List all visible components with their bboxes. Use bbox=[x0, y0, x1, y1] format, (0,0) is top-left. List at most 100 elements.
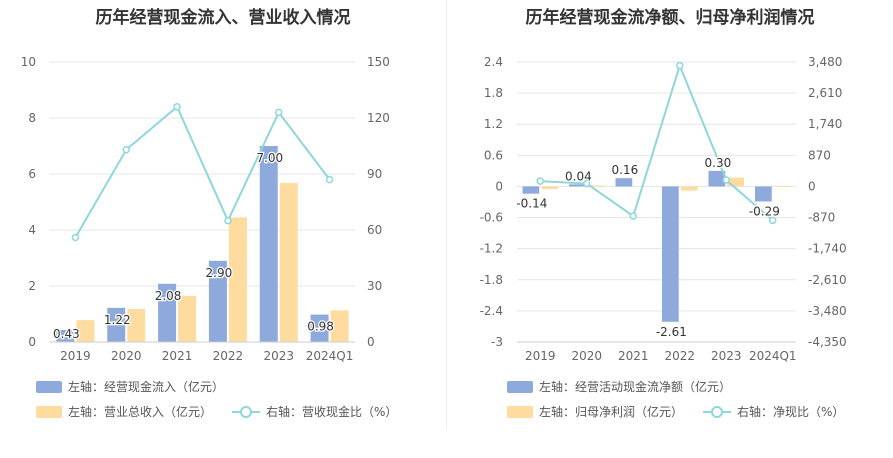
legend-item-net-profit[interactable]: 左轴：归母净利润（亿元） bbox=[507, 403, 683, 420]
y-left-tick-label: 2 bbox=[28, 279, 36, 293]
y-right-tick-label: 150 bbox=[367, 55, 390, 69]
x-tick-label: 2021 bbox=[162, 349, 193, 363]
x-tick-label: 2024Q1 bbox=[306, 349, 354, 363]
y-right-tick-label: -4,350 bbox=[808, 335, 847, 349]
ratio-line-point bbox=[173, 103, 181, 111]
bar-data-label: -2.61 bbox=[656, 325, 687, 339]
y-right-tick-label: -870 bbox=[808, 211, 835, 225]
legend-label-revenue-cash-ratio: 右轴：营收现金比（%） bbox=[266, 405, 398, 419]
bar-secondary bbox=[680, 186, 698, 191]
y-right-tick-label: 60 bbox=[367, 223, 382, 237]
ratio-line bbox=[74, 105, 331, 238]
bar-secondary bbox=[228, 217, 247, 342]
y-right-tick-label: -2,610 bbox=[808, 273, 847, 287]
ratio-line-point bbox=[583, 179, 591, 188]
ratio-line-point bbox=[536, 177, 544, 185]
legend-item-net-cash-flow[interactable]: 左轴：经营活动现金流净额（亿元） bbox=[507, 378, 731, 395]
right-chart-panel: 历年经营现金流净额、归母净利润情况 -3 -4,350 -2.4 -3,480 -1.8… bbox=[447, 0, 893, 458]
ratio-line-point bbox=[224, 216, 232, 225]
bar-data-label: 7.00 bbox=[256, 151, 283, 165]
y-left-tick-label: -2.4 bbox=[480, 304, 503, 318]
legend-swatch-orange bbox=[507, 405, 533, 418]
bar-secondary bbox=[279, 182, 298, 342]
right-chart-svg: -3 -4,350 -2.4 -3,480 -1.8 -2,610 -1.2 -1,740 -0… bbox=[480, 55, 847, 363]
bar-secondary bbox=[178, 295, 197, 342]
x-tick-label: 2022 bbox=[664, 349, 695, 363]
bar-secondary bbox=[587, 185, 605, 187]
bar-data-label: 0.43 bbox=[53, 327, 80, 341]
legend-label-cash-inflow: 左轴：经营现金流入（亿元） bbox=[68, 380, 225, 394]
y-left-tick-label: -1.8 bbox=[480, 273, 503, 287]
bar-primary bbox=[615, 178, 633, 187]
legend-line-marker-icon bbox=[232, 405, 260, 418]
bar-primary bbox=[755, 186, 772, 202]
y-left-tick-label: -3 bbox=[491, 335, 503, 349]
bar-secondary bbox=[773, 185, 791, 187]
panel-divider bbox=[446, 0, 447, 430]
bar-primary bbox=[259, 146, 278, 342]
y-right-tick-label: -1,740 bbox=[808, 242, 847, 256]
bar-data-label: 1.22 bbox=[104, 313, 131, 327]
ratio-line-point bbox=[769, 216, 777, 225]
bar-secondary bbox=[330, 310, 349, 342]
x-tick-label: 2020 bbox=[571, 349, 602, 363]
bar-data-label: 0.16 bbox=[612, 163, 639, 177]
y-right-tick-label: 3,480 bbox=[808, 55, 842, 69]
y-left-tick-label: 10 bbox=[21, 55, 36, 69]
y-left-tick-label: -1.2 bbox=[480, 242, 503, 256]
bar-secondary bbox=[76, 320, 95, 342]
y-right-tick-label: 30 bbox=[367, 279, 382, 293]
bar-primary bbox=[569, 184, 586, 187]
bar-secondary bbox=[541, 186, 558, 190]
y-right-tick-label: 120 bbox=[367, 111, 390, 125]
legend-label-net-profit: 左轴：归母净利润（亿元） bbox=[539, 405, 684, 419]
legend-label-net-cash-ratio: 右轴：净现比（%） bbox=[737, 405, 845, 419]
x-tick-label: 2019 bbox=[60, 349, 91, 363]
legend-swatch-blue bbox=[36, 380, 62, 393]
x-tick-label: 2022 bbox=[213, 349, 244, 363]
y-right-tick-label: 870 bbox=[808, 148, 831, 162]
bar-primary bbox=[158, 283, 177, 342]
x-tick-label: 2020 bbox=[111, 349, 142, 363]
ratio-line-point bbox=[722, 176, 730, 184]
bar-data-label: 0.98 bbox=[307, 320, 334, 334]
y-right-tick-label: 1,740 bbox=[808, 117, 842, 131]
bar-data-label: 2.08 bbox=[155, 289, 182, 303]
y-right-tick-label: 0 bbox=[808, 179, 816, 193]
legend-label-net-cash-flow: 左轴：经营活动现金流净额（亿元） bbox=[539, 380, 732, 394]
bar-primary bbox=[522, 186, 540, 194]
bar-data-label: 2.90 bbox=[206, 266, 233, 280]
bar-primary bbox=[310, 314, 329, 342]
bar-primary bbox=[662, 186, 679, 322]
ratio-line-point bbox=[275, 108, 283, 117]
left-chart-title: 历年经营现金流入、营业收入情况 bbox=[95, 8, 351, 28]
x-tick-label: 2023 bbox=[263, 349, 294, 363]
left-chart-panel: 历年经营现金流入、营业收入情况 0 0 2 30 4 60 6 90 8 120 10 150 2019… bbox=[0, 0, 446, 458]
y-left-tick-label: 0 bbox=[495, 179, 503, 193]
bar-data-label: 0.30 bbox=[705, 156, 732, 170]
legend-line-marker-icon bbox=[703, 405, 731, 418]
ratio-line-point bbox=[629, 212, 637, 220]
bar-secondary bbox=[127, 308, 146, 342]
bar-data-label: -0.14 bbox=[516, 197, 547, 211]
y-right-tick-label: -3,480 bbox=[808, 304, 847, 318]
bar-secondary bbox=[727, 177, 744, 187]
bar-primary bbox=[107, 307, 126, 342]
y-left-tick-label: 1.2 bbox=[484, 117, 503, 131]
y-left-tick-label: 2.4 bbox=[484, 55, 503, 69]
bar-primary bbox=[208, 260, 227, 342]
y-right-tick-label: 0 bbox=[367, 335, 375, 349]
y-left-tick-label: 1.8 bbox=[484, 86, 503, 100]
x-tick-label: 2019 bbox=[525, 349, 556, 363]
bar-data-label: 0.04 bbox=[565, 169, 592, 183]
y-right-tick-label: 90 bbox=[367, 167, 382, 181]
legend-item-cash-inflow[interactable]: 左轴：经营现金流入（亿元） bbox=[36, 378, 224, 395]
ratio-line-point bbox=[122, 145, 130, 154]
legend-swatch-orange bbox=[36, 405, 62, 418]
legend-item-revenue-cash-ratio[interactable]: 右轴：营收现金比（%） bbox=[232, 403, 397, 420]
ratio-line-point bbox=[325, 175, 334, 184]
legend-item-revenue[interactable]: 左轴：营业总收入（亿元） bbox=[36, 403, 212, 420]
ratio-line bbox=[540, 62, 774, 222]
y-right-tick-label: 2,610 bbox=[808, 86, 842, 100]
legend-item-net-cash-ratio[interactable]: 右轴：净现比（%） bbox=[703, 403, 844, 420]
